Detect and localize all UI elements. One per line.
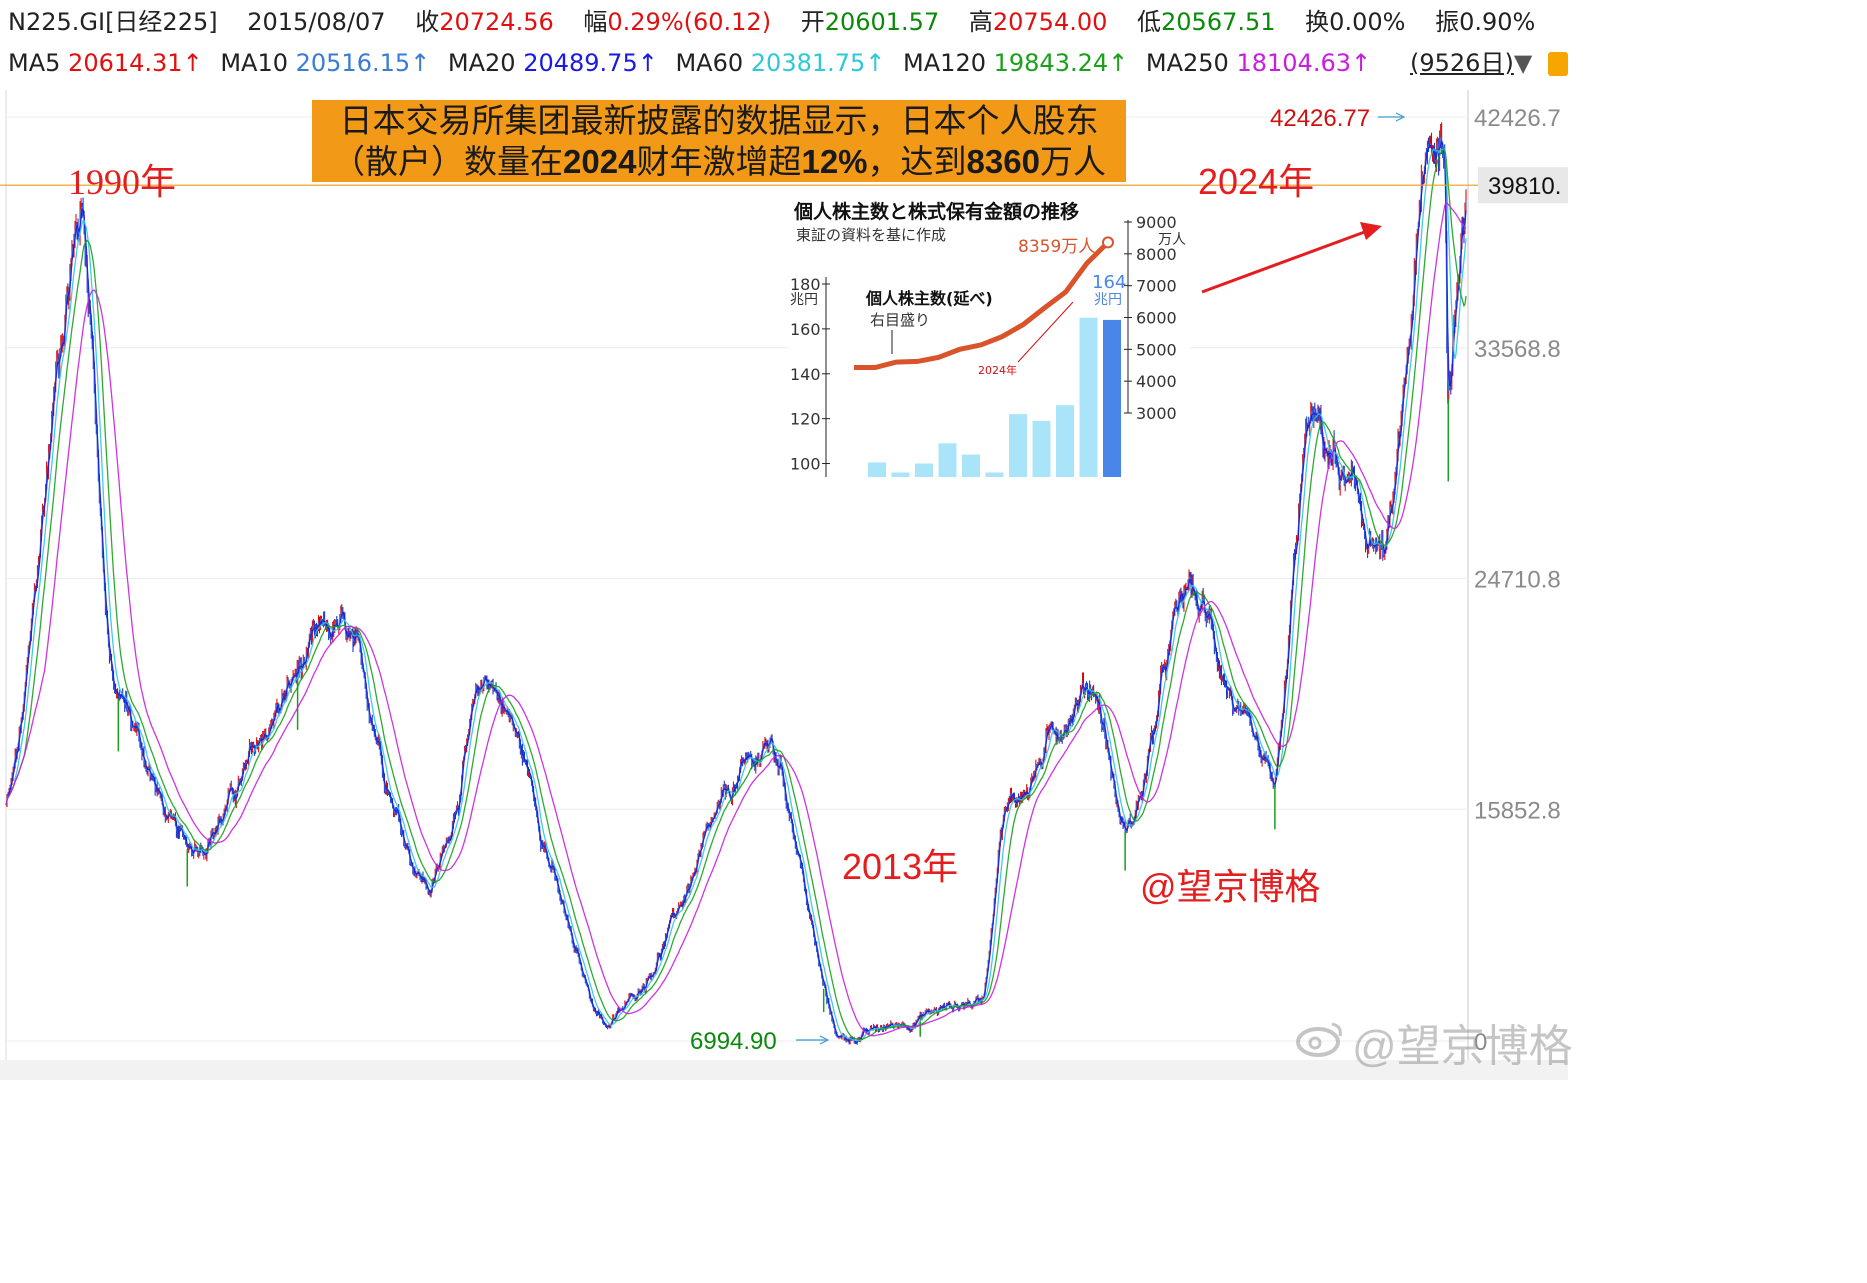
weibo-watermark: @望京博格 [1352,1022,1573,1071]
headline-line-1: 日本交易所集团最新披露的数据显示，日本个人股东 [339,101,1099,140]
close-label: 收 [415,8,440,36]
inset-right-unit: 万人 [1158,232,1186,248]
ma60-name: MA60 [675,49,744,77]
inset-line-end-marker [1102,236,1114,249]
ma10-name: MA10 [220,49,288,77]
price-chart[interactable]: 42426.7 33568.8 24710.8 15852.8 0 39810. 42426… [0,0,1568,1080]
inset-bar [868,462,886,477]
inset-right-tick-label: 7000 [1136,277,1177,296]
change-value: 0.29%(60.12) [607,8,772,36]
quote-header: N225.GI[日经225] 2015/08/07 收20724.56 幅0.2… [0,0,1568,90]
ma10-value: 20516.15↑ [295,49,431,77]
high-label: 高 [968,8,993,36]
open-value: 20601.57 [824,8,940,36]
lock-icon[interactable] [1548,52,1568,76]
days-count-link[interactable]: (9526日)▼ [1410,49,1533,77]
inset-source: 東証の資料を基に作成 [796,226,946,244]
amplitude-value: 0.90% [1459,8,1536,36]
max-price-label: 42426.77 [1270,105,1370,132]
ma20-value: 20489.75↑ [523,49,658,77]
open-label: 开 [800,8,825,36]
ma120-value: 19843.24↑ [993,49,1129,77]
ma5-value: 20614.31↑ [68,49,203,77]
label-2013: 2013年 [842,846,959,887]
label-2024: 2024年 [1198,161,1315,202]
inset-left-tick-label: 160 [790,320,821,339]
current-price-box [1478,167,1568,204]
inset-right-tick-label: 5000 [1136,340,1177,359]
ma20-line [5,140,1467,1044]
inset-line-label: 個人株主数(延べ) [865,289,993,308]
headline-line-2: （散户）数量在2024财年激增超12%，达到8360万人 [332,142,1106,181]
headline-annotation: 日本交易所集团最新披露的数据显示，日本个人股东 （散户）数量在2024财年激增超… [312,100,1126,182]
ma5-name: MA5 [8,49,61,77]
inset-chart: 個人株主数と株式保有金額の推移東証の資料を基に作成 180 160 140 120 100… [788,192,1190,478]
credit-label: @望京博格 [1140,866,1321,907]
inset-left-unit: 兆円 [790,292,818,308]
inset-right-tick-label: 4000 [1136,372,1177,391]
y-tick-label: 33568.8 [1474,336,1561,363]
high-value: 20754.00 [992,8,1108,36]
inset-year-pointer [1017,301,1074,363]
low-label: 低 [1137,8,1162,36]
inset-left-tick-label: 100 [790,455,821,474]
quote-summary-row: N225.GI[日经225] 2015/08/07 收20724.56 幅0.2… [8,7,1535,37]
inset-bar-end-unit: 兆円 [1094,292,1122,308]
max-pointer-arrow [1395,112,1406,122]
inset-bar [985,472,1004,477]
y-tick-label: 0 [1474,1029,1487,1056]
turnover-value: 0.00% [1329,8,1406,36]
red-arrow [1201,228,1371,294]
inset-bar [1079,317,1098,477]
inset-bar [938,443,957,477]
change-label: 幅 [583,8,608,36]
low-value: 20567.51 [1161,8,1276,36]
inset-shareholder-line [854,240,1110,370]
ma60-value: 20381.75↑ [750,49,886,77]
min-price-label: 6994.90 [690,1028,777,1055]
inset-right-tick-label: 6000 [1136,309,1177,328]
ma20-name: MA20 [447,49,516,77]
close-value: 20724.56 [439,8,554,36]
inset-bar [1103,319,1121,477]
inset-line-axis-note: 右目盛り [870,311,930,329]
inset-title: 個人株主数と株式保有金額の推移 [793,200,1079,223]
y-tick-label: 24710.8 [1474,567,1561,594]
inset-right-tick-label: 9000 [1136,213,1177,232]
amplitude-label: 振 [1435,8,1460,36]
inset-right-tick-label: 3000 [1136,404,1177,423]
dropdown-arrow-icon[interactable]: ▼ [1513,49,1533,77]
quote-date: 2015/08/07 [247,8,386,36]
current-price-label: 39810. [1488,173,1561,200]
inset-bar [1056,405,1074,477]
inset-bar-end-label: 164 [1092,272,1126,293]
y-tick-label: 42426.7 [1474,105,1561,132]
ma120-line [5,148,1467,1041]
ma250-value: 18104.63↑ [1236,49,1372,77]
red-arrow-head [1360,222,1382,240]
min-pointer-arrow [819,1035,830,1045]
y-tick-label: 15852.8 [1474,797,1561,824]
inset-left-tick-label: 180 [790,275,821,294]
inset-year-label: 2024年 [978,363,1017,377]
inset-bar [962,454,980,477]
ma60-line [5,148,1467,1042]
scrollbar [0,1060,1568,1080]
moving-average-row: MA5 20614.31↑ MA10 20516.15↑ MA20 20489.… [8,48,1371,78]
ma120-name: MA120 [903,49,986,77]
index-code[interactable]: N225.GI[日经225] [8,8,218,36]
ma250-line [5,202,1467,1037]
inset-bar [1009,414,1027,477]
ma250-name: MA250 [1145,49,1229,77]
label-1990: 1990年 [68,162,177,202]
inset-left-tick-label: 140 [790,365,821,384]
inset-left-tick-label: 120 [790,410,821,429]
weibo-logo-icon [1296,1022,1342,1057]
turnover-label: 换 [1305,8,1330,36]
inset-right-tick-label: 8000 [1136,245,1177,264]
inset-line-end-label: 8359万人 [1018,237,1095,257]
inset-bar [1032,420,1051,477]
inset-bar [915,463,933,477]
inset-bar [891,472,910,477]
